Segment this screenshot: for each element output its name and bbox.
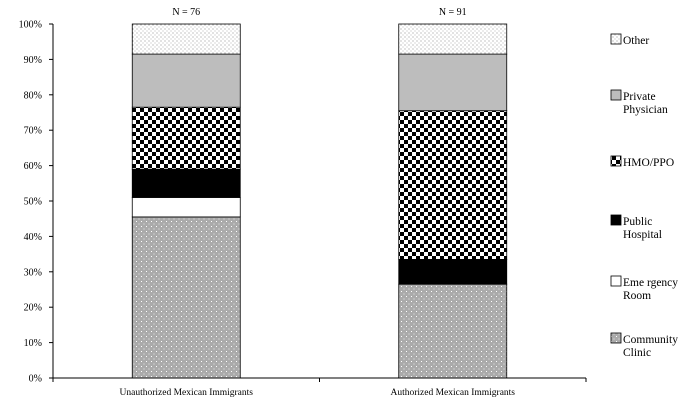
- y-tick-label: 90%: [24, 55, 42, 66]
- legend-label: Other: [623, 35, 649, 47]
- legend-label: Physician: [623, 104, 668, 116]
- legend-swatch: [610, 275, 622, 287]
- y-tick-label: 60%: [24, 161, 42, 172]
- legend-label: Private: [623, 91, 656, 103]
- bar-segment-hmo-ppo: [398, 110, 508, 260]
- legend-label: Hospital: [623, 229, 662, 241]
- bar-segment-private-physician: [398, 53, 508, 112]
- legend-label: HMO/PPO: [623, 157, 674, 169]
- bar-segment-other: [398, 23, 508, 55]
- bar-segment-community-clinic: [131, 216, 241, 379]
- bar-segment-eme-rgency-room: [131, 197, 241, 218]
- legend-label: Public: [623, 216, 652, 228]
- y-tick-label: 20%: [24, 303, 42, 314]
- y-tick-label: 0%: [29, 374, 42, 385]
- y-tick-label: 80%: [24, 90, 42, 101]
- legend-swatch: [610, 332, 622, 344]
- bar-segment-private-physician: [131, 53, 241, 108]
- plot-area: 0% 10% 20% 30% 40% 50% 60% 70% 80% 90% 100% N = 76 U…: [19, 7, 587, 398]
- legend-label: Room: [623, 290, 651, 302]
- y-tick-label: 40%: [24, 232, 42, 243]
- bar-segment-other: [131, 23, 241, 55]
- category-label: Authorized Mexican Immigrants: [390, 388, 515, 398]
- legend-label: Clinic: [623, 347, 651, 359]
- legend-swatch: [610, 155, 622, 167]
- legend-swatch: [610, 89, 622, 101]
- bar-segment-public-hospital: [131, 168, 241, 198]
- sample-size-label: N = 91: [439, 7, 467, 18]
- bar-segment-community-clinic: [398, 283, 508, 379]
- y-tick-label: 10%: [24, 338, 42, 349]
- legend-label: Eme rgency: [623, 277, 678, 289]
- sample-size-label: N = 76: [172, 7, 200, 18]
- y-tick-label: 100%: [19, 20, 42, 31]
- legend-swatch: [610, 214, 622, 226]
- bar-segment-public-hospital: [398, 259, 508, 285]
- y-tick-label: 30%: [24, 267, 42, 278]
- legend-swatch: [610, 33, 622, 45]
- category-label: Unauthorized Mexican Immigrants: [120, 388, 254, 398]
- y-tick-label: 50%: [24, 197, 42, 208]
- y-tick-label: 70%: [24, 126, 42, 137]
- legend-label: Community: [623, 334, 678, 346]
- bar-segment-hmo-ppo: [131, 106, 241, 170]
